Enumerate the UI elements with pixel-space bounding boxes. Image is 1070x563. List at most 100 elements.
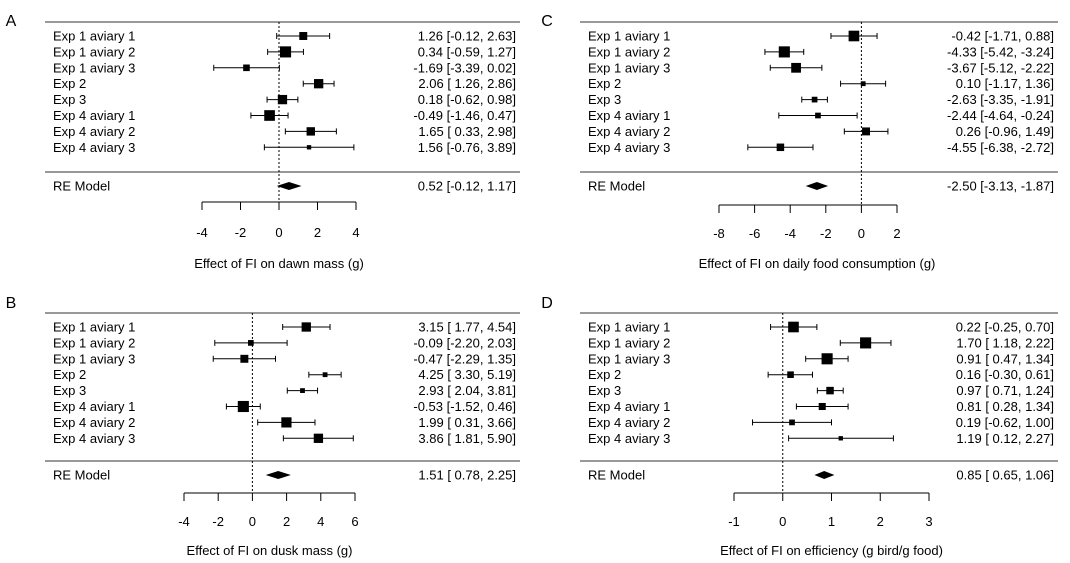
x-tick-label: -4 [196,225,208,240]
study-row: Exp 1 aviary 3 -3.67 [-5.12, -2.22] [588,60,1054,75]
study-row: Exp 1 aviary 1 3.15 [ 1.77, 4.54] [53,320,516,335]
panel-letter: D [541,295,553,312]
forest-panel-d: D Exp 1 aviary 1 0.22 [-0.25, 0.70] Exp 1 a… [541,295,1058,558]
point-estimate-square [788,321,799,333]
study-label: Exp 1 aviary 1 [53,320,135,335]
study-label: Exp 4 aviary 1 [588,399,670,414]
estimate-ci-text: -0.47 [-2.29, 1.35] [413,351,516,366]
study-row: Exp 1 aviary 1 0.22 [-0.25, 0.70] [588,320,1054,335]
study-label: Exp 1 aviary 2 [53,335,135,350]
study-row: Exp 2 0.10 [-1.17, 1.36] [588,76,1054,91]
study-label: Exp 1 aviary 1 [53,29,135,44]
study-label: Exp 1 aviary 3 [588,60,670,75]
summary-label: RE Model [588,179,645,194]
study-row: Exp 1 aviary 1 -0.42 [-1.71, 0.88] [588,29,1054,44]
study-row: Exp 4 aviary 1 -0.49 [-1.46, 0.47] [53,108,516,123]
point-estimate-square [306,127,315,136]
point-estimate-square [279,46,292,58]
x-tick-label: 2 [283,514,290,529]
point-estimate-square [281,417,292,428]
estimate-ci-text: 1.19 [ 0.12, 2.27] [956,431,1054,446]
summary-row: RE Model -2.50 [-3.13, -1.87] [588,179,1054,194]
estimate-ci-text: -2.44 [-4.64, -0.24] [947,108,1054,123]
estimate-ci-text: -3.67 [-5.12, -2.22] [947,60,1054,75]
summary-ci-text: 1.51 [ 0.78, 2.25] [418,468,516,483]
study-label: Exp 1 aviary 2 [53,44,135,59]
estimate-ci-text: -1.69 [-3.39, 0.02] [413,60,516,75]
estimate-ci-text: 1.99 [ 0.31, 3.66] [418,415,516,430]
point-estimate-square [811,96,818,103]
estimate-ci-text: 0.97 [ 0.71, 1.24] [956,383,1054,398]
study-label: Exp 1 aviary 3 [588,351,670,366]
estimate-ci-text: 1.56 [-0.76, 3.89] [418,140,516,155]
estimate-ci-text: 0.18 [-0.62, 0.98] [418,92,516,107]
point-estimate-square [838,436,843,441]
summary-row: RE Model 0.52 [-0.12, 1.17] [53,179,516,194]
study-row: Exp 1 aviary 3 -1.69 [-3.39, 0.02] [53,60,516,75]
summary-row: RE Model 0.85 [ 0.65, 1.06] [588,468,1054,483]
point-estimate-square [862,127,871,136]
x-tick-label: -2 [820,226,832,241]
study-row: Exp 4 aviary 2 0.19 [-0.62, 1.00] [588,415,1054,430]
estimate-ci-text: -4.55 [-6.38, -2.72] [947,140,1054,155]
point-estimate-square [243,64,250,72]
study-row: Exp 1 aviary 3 0.91 [ 0.47, 1.34] [588,351,1054,366]
study-label: Exp 2 [53,76,86,91]
estimate-ci-text: 3.86 [ 1.81, 5.90] [418,431,516,446]
study-row: Exp 4 aviary 2 0.26 [-0.96, 1.49] [588,124,1054,139]
estimate-ci-text: 1.65 [ 0.33, 2.98] [418,124,516,139]
estimate-ci-text: 2.93 [ 2.04, 3.81] [418,383,516,398]
estimate-ci-text: 2.06 [ 1.26, 2.86] [418,76,516,91]
x-tick-label: 1 [828,514,835,529]
study-label: Exp 4 aviary 3 [53,140,135,155]
summary-diamond [265,471,291,479]
point-estimate-square [306,145,312,150]
estimate-ci-text: -2.63 [-3.35, -1.91] [947,92,1054,107]
point-estimate-square [776,143,785,152]
summary-diamond [276,182,302,190]
study-row: Exp 1 aviary 3 -0.47 [-2.29, 1.35] [53,351,516,366]
study-label: Exp 4 aviary 3 [588,431,670,446]
study-label: Exp 4 aviary 2 [588,124,670,139]
estimate-ci-text: 3.15 [ 1.77, 4.54] [418,320,516,335]
estimate-ci-text: -0.09 [-2.20, 2.03] [413,335,516,350]
study-label: Exp 3 [588,92,621,107]
summary-ci-text: -2.50 [-3.13, -1.87] [947,179,1054,194]
point-estimate-square [240,354,249,363]
x-tick-label: -8 [713,226,725,241]
summary-diamond [805,182,829,190]
estimate-ci-text: 0.34 [-0.59, 1.27] [418,44,516,59]
study-row: Exp 1 aviary 1 1.26 [-0.12, 2.63] [53,29,516,44]
estimate-ci-text: 0.81 [ 0.28, 1.34] [956,399,1054,414]
x-tick-label: 0 [275,225,282,240]
study-label: Exp 4 aviary 3 [588,140,670,155]
x-tick-label: 0 [779,514,786,529]
x-tick-label: 0 [858,226,865,241]
summary-label: RE Model [588,468,645,483]
x-tick-label: 6 [351,514,358,529]
study-label: Exp 3 [53,383,86,398]
x-axis-title: Effect of FI on efficiency (g bird/g foo… [720,543,943,558]
x-axis-title: Effect of FI on daily food consumption (… [699,256,936,271]
study-label: Exp 2 [53,367,86,382]
study-label: Exp 3 [53,92,86,107]
x-tick-label: -2 [235,225,247,240]
estimate-ci-text: 0.22 [-0.25, 0.70] [956,320,1054,335]
study-row: Exp 1 aviary 2 0.34 [-0.59, 1.27] [53,44,516,59]
summary-ci-text: 0.85 [ 0.65, 1.06] [956,468,1054,483]
x-tick-label: 0 [249,514,256,529]
study-row: Exp 1 aviary 2 -4.33 [-5.42, -3.24] [588,44,1054,59]
point-estimate-square [314,79,324,89]
x-tick-label: -4 [784,226,796,241]
study-label: Exp 1 aviary 3 [53,351,135,366]
point-estimate-square [860,337,872,349]
x-tick-label: 3 [925,514,932,529]
estimate-ci-text: 0.10 [-1.17, 1.36] [956,76,1054,91]
point-estimate-square [313,433,324,443]
point-estimate-square [821,353,833,365]
estimate-ci-text: 4.25 [ 3.30, 5.19] [418,367,516,382]
